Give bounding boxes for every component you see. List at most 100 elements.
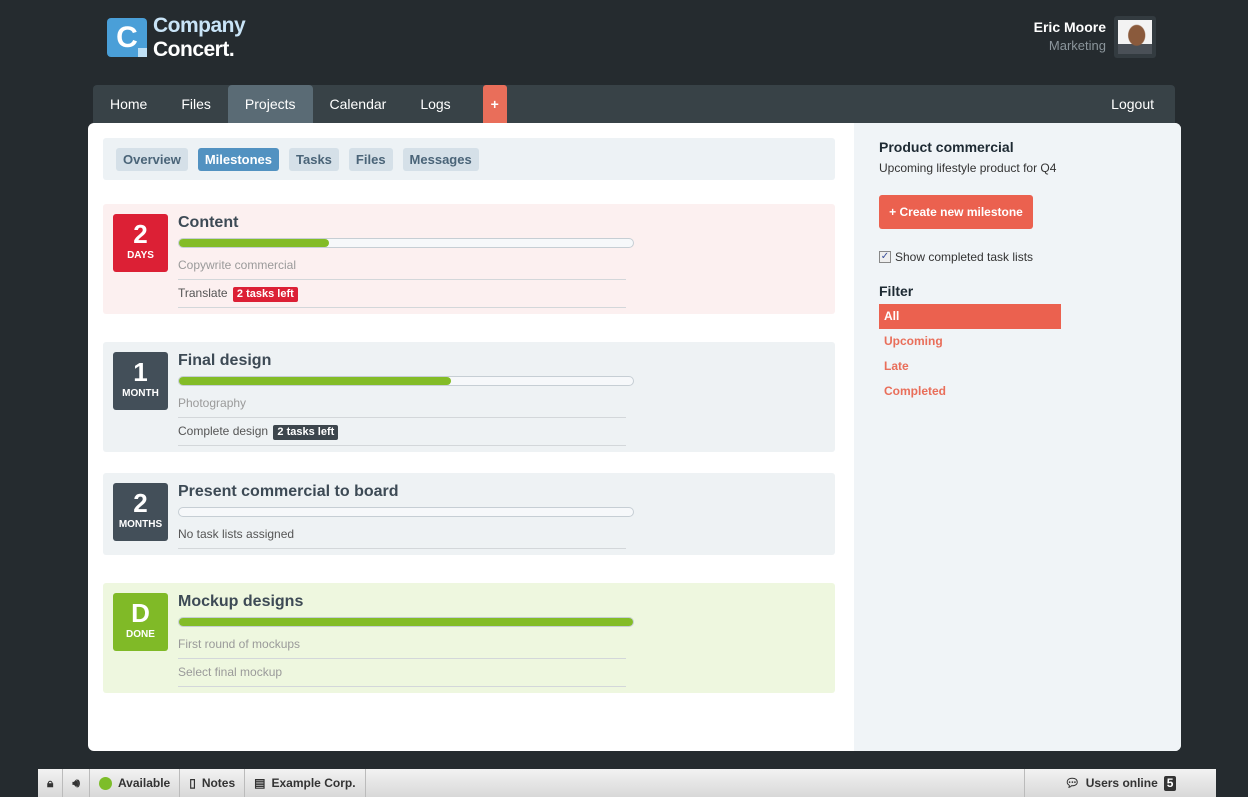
filter-all[interactable]: All <box>879 304 1061 329</box>
task-lists: No task lists assigned <box>178 521 626 549</box>
status-button[interactable]: Available <box>90 769 181 797</box>
task-list-name[interactable]: Select final mockup <box>178 665 283 679</box>
tasks-left-badge: 2 tasks left <box>232 287 298 302</box>
logo-mark: C <box>107 18 147 57</box>
progress-fill <box>179 377 452 385</box>
due-number: 2 <box>133 219 148 249</box>
progress-bar <box>178 238 634 248</box>
tasks-left-badge: 2 tasks left <box>273 425 339 440</box>
tab-messages[interactable]: Messages <box>402 147 479 171</box>
milestone-title[interactable]: Final design <box>178 352 272 369</box>
user-name: Eric Moore <box>1033 19 1106 35</box>
task-lists: Photography Complete design 2 tasks left <box>178 390 626 446</box>
task-list-item[interactable]: Photography <box>178 390 626 418</box>
task-list-item[interactable]: Complete design 2 tasks left <box>178 418 626 446</box>
filter-list: All Upcoming Late Completed <box>879 304 1061 404</box>
lock-button[interactable]: 🔒︎ <box>38 769 64 797</box>
main-nav: Home Files Projects Calendar Logs + Logout <box>93 85 1175 123</box>
task-list-item[interactable]: Translate 2 tasks left <box>178 280 626 308</box>
task-list-item[interactable]: Select final mockup <box>178 659 626 687</box>
checkbox-label: Show completed task lists <box>895 250 1034 264</box>
company-label: Example Corp. <box>271 776 356 790</box>
nav-add-button[interactable]: + <box>482 85 507 123</box>
status-bar: 🔒︎ 🔊︎ Available ▯ Notes ▤ Example Corp. 💬︎… <box>38 769 1216 797</box>
task-list-name[interactable]: Translate <box>178 286 228 300</box>
task-lists: First round of mockups Select final mocku… <box>178 631 626 687</box>
due-badge: 2 DAYS <box>113 214 168 272</box>
user-info: Eric Moore Marketing <box>1034 19 1106 53</box>
logo-line-1: Company <box>153 14 246 37</box>
progress-bar <box>178 376 634 386</box>
task-list-name[interactable]: First round of mockups <box>178 637 301 651</box>
nav-projects[interactable]: Projects <box>227 85 313 123</box>
checkbox-icon[interactable]: ✓ <box>879 251 891 263</box>
speaker-icon: 🔊︎ <box>72 775 80 790</box>
sound-button[interactable]: 🔊︎ <box>63 769 90 797</box>
task-list-name[interactable]: Photography <box>178 396 247 410</box>
due-unit: DAYS <box>127 250 154 261</box>
milestone-card: D DONE Mockup designs First round of mockup… <box>103 583 835 693</box>
due-badge: 2 MONTHS <box>113 483 168 541</box>
chat-icon: 💬︎ <box>1064 776 1080 790</box>
nav-home[interactable]: Home <box>110 96 148 112</box>
logo[interactable]: C Company Concert. <box>107 14 246 61</box>
company-button[interactable]: ▤ Example Corp. <box>245 769 366 797</box>
tab-milestones[interactable]: Milestones <box>197 147 280 171</box>
users-online-label: Users online <box>1085 776 1158 790</box>
progress-bar <box>178 507 634 517</box>
tab-tasks[interactable]: Tasks <box>289 147 339 171</box>
milestone-title[interactable]: Content <box>178 214 239 231</box>
due-unit: MONTHS <box>118 519 163 530</box>
project-description: Upcoming lifestyle product for Q4 <box>879 161 1057 175</box>
milestone-card: 2 MONTHS Present commercial to board No tas… <box>103 473 835 555</box>
milestone-card: 1 MONTH Final design Photography Complete de… <box>103 342 835 452</box>
show-completed-checkbox[interactable]: ✓ Show completed task lists <box>879 250 1033 264</box>
due-badge: 1 MONTH <box>113 352 168 410</box>
nav-logs[interactable]: Logs <box>420 96 451 112</box>
sidebar: Product commercial Upcoming lifestyle pr… <box>854 123 1181 751</box>
task-list-item[interactable]: No task lists assigned <box>178 521 626 549</box>
user-role: Marketing <box>1048 38 1106 53</box>
filter-upcoming[interactable]: Upcoming <box>884 334 943 348</box>
task-list-item[interactable]: First round of mockups <box>178 631 626 659</box>
milestone-title[interactable]: Mockup designs <box>178 593 304 610</box>
create-milestone-button[interactable]: + Create new milestone <box>879 195 1033 229</box>
due-number: 1 <box>133 357 148 387</box>
contact-card-icon: ▤ <box>254 776 266 790</box>
due-number: 2 <box>133 488 148 518</box>
main-panel: Overview Milestones Tasks Files Messages 2 DA… <box>88 123 1181 751</box>
users-online-button[interactable]: 💬︎ Users online 5 <box>1024 769 1216 797</box>
logo-line-2: Concert. <box>153 38 235 61</box>
due-unit: DONE <box>126 629 155 640</box>
tab-overview[interactable]: Overview <box>116 147 188 171</box>
nav-calendar[interactable]: Calendar <box>329 96 387 112</box>
tab-files[interactable]: Files <box>348 147 393 171</box>
progress-bar <box>178 617 634 627</box>
task-list-name[interactable]: No task lists assigned <box>178 527 295 541</box>
notes-button[interactable]: ▯ Notes <box>180 769 246 797</box>
nav-files[interactable]: Files <box>181 96 211 112</box>
filter-late[interactable]: Late <box>884 359 909 373</box>
filter-completed[interactable]: Completed <box>884 384 947 398</box>
status-dot-icon <box>98 776 112 790</box>
logout-button[interactable]: Logout <box>1111 96 1154 112</box>
task-list-item[interactable]: Copywrite commercial <box>178 252 626 280</box>
task-list-name[interactable]: Complete design <box>178 424 269 438</box>
project-subnav: Overview Milestones Tasks Files Messages <box>103 138 835 180</box>
users-count-badge: 5 <box>1163 775 1177 791</box>
project-title: Product commercial <box>879 139 1014 155</box>
milestone-card: 2 DAYS Content Copywrite commercial Translat… <box>103 204 835 314</box>
task-lists: Copywrite commercial Translate 2 tasks le… <box>178 252 626 308</box>
lock-icon: 🔒︎ <box>47 775 54 790</box>
avatar[interactable] <box>1114 16 1156 58</box>
filter-title: Filter <box>879 283 914 299</box>
progress-fill <box>179 239 329 247</box>
due-number: D <box>131 598 150 628</box>
milestone-title[interactable]: Present commercial to board <box>178 483 399 500</box>
due-unit: MONTH <box>122 388 159 399</box>
status-label: Available <box>117 776 171 790</box>
due-badge: D DONE <box>113 593 168 651</box>
task-list-name[interactable]: Copywrite commercial <box>178 258 297 272</box>
progress-fill <box>179 618 633 626</box>
notes-icon: ▯ <box>189 776 196 790</box>
